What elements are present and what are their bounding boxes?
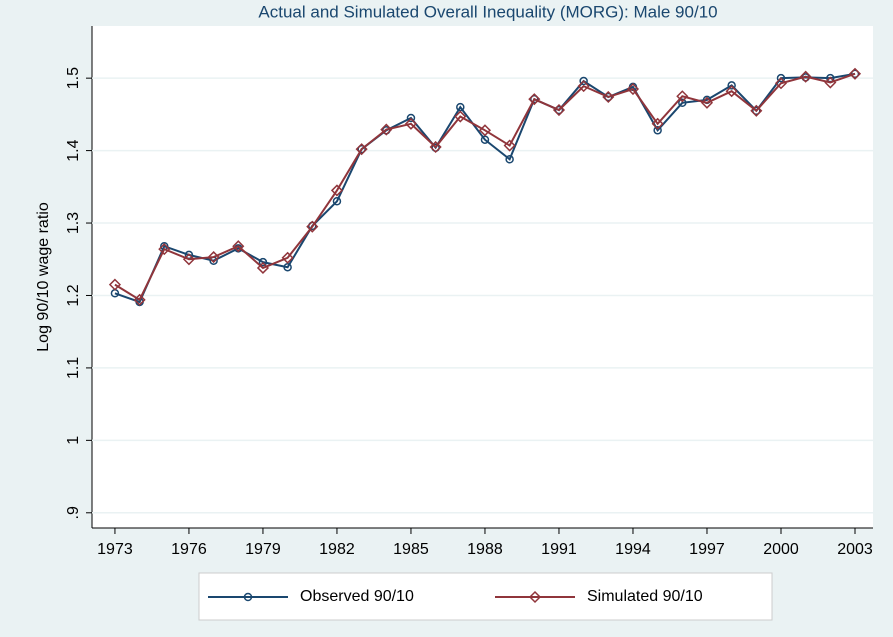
marker <box>133 293 146 306</box>
marker <box>429 140 442 154</box>
marker <box>306 220 319 233</box>
marker <box>332 197 342 206</box>
series-line <box>114 72 856 302</box>
marker <box>530 94 539 104</box>
marker <box>848 67 862 80</box>
marker <box>676 90 689 103</box>
marker <box>626 82 640 96</box>
y-tick-label: 1 <box>65 436 82 445</box>
marker <box>404 117 418 130</box>
marker <box>799 70 812 83</box>
x-tick-label: 1973 <box>97 541 133 558</box>
marker <box>579 76 588 86</box>
marker <box>158 243 171 256</box>
marker <box>725 85 738 98</box>
marker <box>355 143 368 156</box>
x-tick-label: 1976 <box>171 541 207 558</box>
legend-label: Observed 90/10 <box>300 588 414 605</box>
legend-label: Simulated 90/10 <box>587 588 703 605</box>
marker <box>727 81 736 90</box>
marker <box>108 278 122 291</box>
x-tick-label: 2003 <box>837 541 873 558</box>
marker <box>850 69 860 79</box>
x-tick-label: 1997 <box>689 541 725 558</box>
marker <box>182 253 196 266</box>
marker <box>700 96 714 109</box>
marker <box>653 126 662 135</box>
marker <box>380 123 393 136</box>
y-axis-label: Log 90/10 wage ratio <box>35 202 52 352</box>
x-tick-label: 1985 <box>393 541 429 558</box>
x-tick-label: 1982 <box>319 541 355 558</box>
marker <box>505 155 514 164</box>
marker <box>577 80 590 93</box>
marker <box>258 257 268 267</box>
x-tick-label: 1979 <box>245 541 281 558</box>
y-tick-label: 1.3 <box>65 212 82 234</box>
marker <box>454 110 467 123</box>
marker <box>651 117 664 130</box>
marker <box>752 106 761 116</box>
marker <box>357 144 366 154</box>
chart-title: Actual and Simulated Overall Inequality … <box>258 2 717 21</box>
legend-marker <box>243 592 253 602</box>
marker <box>503 139 516 152</box>
marker <box>678 98 687 108</box>
marker <box>281 251 294 264</box>
x-tick-label: 2000 <box>763 541 799 558</box>
marker <box>554 105 564 115</box>
marker <box>406 113 416 123</box>
marker <box>256 261 270 275</box>
y-tick-label: .9 <box>65 506 82 519</box>
marker <box>232 240 245 253</box>
legend <box>198 572 773 621</box>
x-tick-label: 1994 <box>615 541 651 558</box>
marker <box>604 92 613 102</box>
y-tick-label: 1.5 <box>65 67 82 89</box>
marker <box>774 77 788 90</box>
marker <box>207 251 220 264</box>
y-tick-label: 1.2 <box>65 284 82 306</box>
y-tick-label: 1.4 <box>65 139 82 161</box>
marker <box>824 76 837 89</box>
legend-marker <box>528 590 542 604</box>
marker <box>602 90 615 104</box>
y-tick-label: 1.1 <box>65 357 82 379</box>
marker <box>478 124 492 137</box>
x-tick-label: 1991 <box>541 541 577 558</box>
x-tick-label: 1988 <box>467 541 503 558</box>
plot-area <box>92 26 873 528</box>
marker <box>330 184 344 197</box>
marker <box>750 104 763 117</box>
marker <box>552 103 566 117</box>
marker <box>528 93 541 106</box>
marker <box>776 73 786 83</box>
